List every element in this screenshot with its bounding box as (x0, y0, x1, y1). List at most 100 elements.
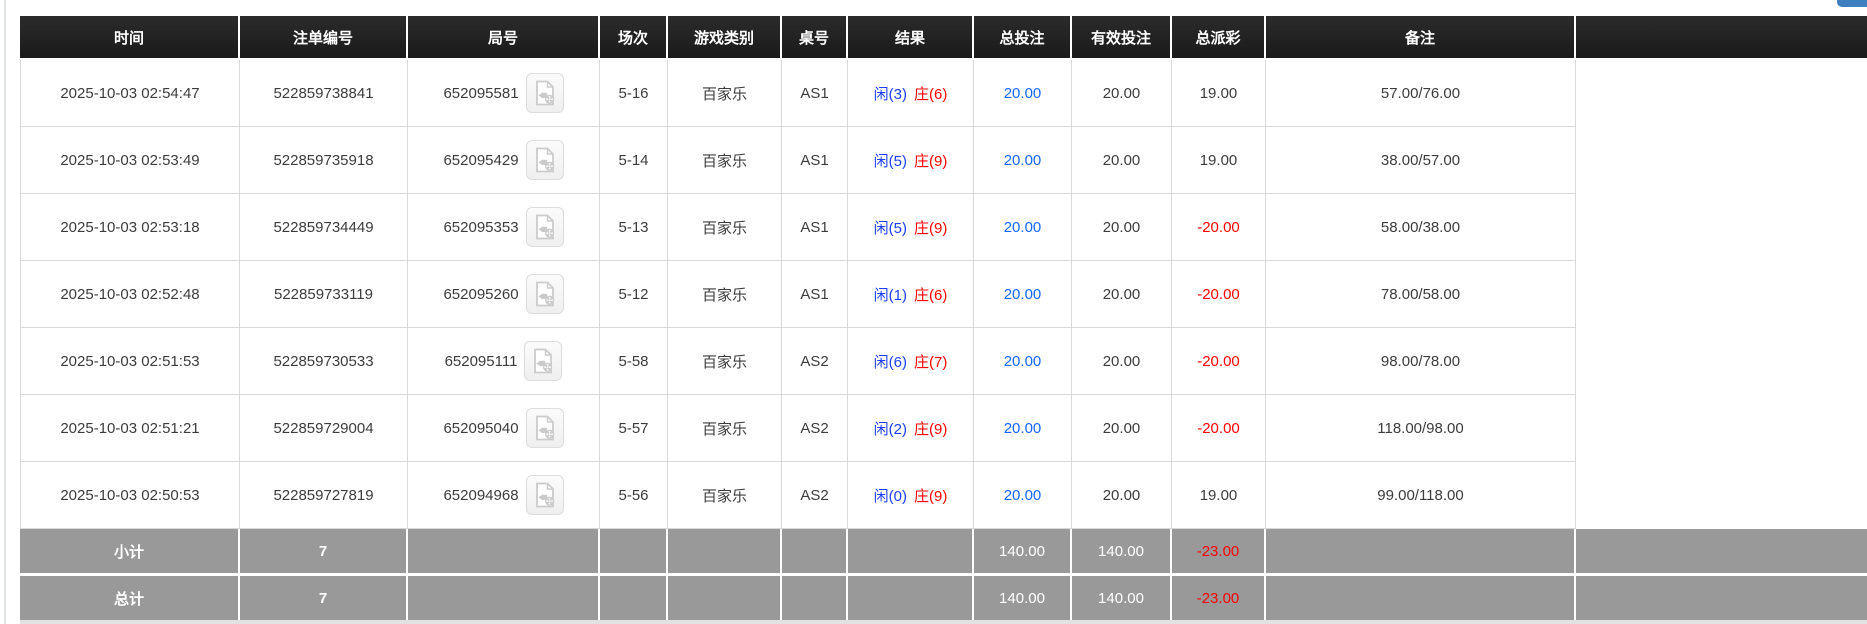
subtotal-empty (600, 529, 668, 576)
valid-bet-cell: 20.00 (1072, 328, 1172, 395)
total-payout-cell: 19.00 (1172, 127, 1266, 194)
video-replay-button[interactable] (525, 274, 564, 314)
subtotal-row: 小计 7 140.00 140.00 -23.00 (20, 529, 1867, 576)
header-total-bet: 总投注 (974, 16, 1072, 60)
subtotal-valid-bet: 140.00 (1072, 529, 1172, 576)
valid-bet-cell: 20.00 (1072, 60, 1172, 127)
grand-total-empty (408, 576, 600, 620)
row-spacer (1576, 328, 1867, 395)
session-cell: 5-13 (600, 194, 668, 261)
video-replay-button[interactable] (525, 73, 564, 113)
result-player: 闲(1) (873, 286, 907, 304)
result-banker: 庄(9) (914, 152, 948, 170)
session-cell: 5-56 (600, 462, 668, 529)
time-cell: 2025-10-03 02:51:21 (20, 395, 240, 462)
header-table-no: 桌号 (782, 16, 848, 60)
time-cell: 2025-10-03 02:54:47 (20, 60, 240, 127)
row-spacer (1576, 261, 1867, 328)
round-id-text: 652095581 (443, 84, 519, 102)
result-player: 闲(5) (873, 219, 907, 237)
result-banker: 庄(6) (914, 85, 948, 103)
total-payout-cell: 19.00 (1172, 462, 1266, 529)
top-right-button-fragment[interactable] (1837, 0, 1867, 7)
round-id-text: 652095260 (443, 285, 519, 303)
total-bet-cell: 20.00 (974, 261, 1072, 328)
session-cell: 5-58 (600, 328, 668, 395)
bet-id-cell: 522859735918 (240, 127, 408, 194)
bet-id-cell: 522859727819 (240, 462, 408, 529)
round-id-cell: 652095040 (408, 395, 600, 462)
table-no-cell: AS2 (782, 328, 848, 395)
result-player: 闲(5) (873, 152, 907, 170)
session-cell: 5-57 (600, 395, 668, 462)
round-id-cell: 652095260 (408, 261, 600, 328)
remark-cell: 118.00/98.00 (1266, 395, 1576, 462)
round-id-cell: 652095111 (408, 328, 600, 395)
grand-total-empty (782, 576, 848, 620)
bet-id-cell: 522859730533 (240, 328, 408, 395)
result-player: 闲(6) (873, 353, 907, 371)
round-id-cell: 652095429 (408, 127, 600, 194)
bet-id-cell: 522859733119 (240, 261, 408, 328)
table-no-cell: AS2 (782, 395, 848, 462)
game-type-cell: 百家乐 (668, 127, 782, 194)
grand-total-row: 总计 7 140.00 140.00 -23.00 (20, 576, 1867, 620)
table-row: 2025-10-03 02:53:18 522859734449 6520953… (20, 194, 1867, 261)
session-cell: 5-12 (600, 261, 668, 328)
valid-bet-cell: 20.00 (1072, 462, 1172, 529)
round-id-text: 652094968 (443, 486, 519, 504)
total-payout-cell: -20.00 (1172, 194, 1266, 261)
header-bet-id: 注单编号 (240, 16, 408, 60)
result-player: 闲(0) (873, 487, 907, 505)
video-replay-button[interactable] (525, 140, 564, 180)
video-file-icon (535, 281, 554, 307)
table-row: 2025-10-03 02:51:21 522859729004 6520950… (20, 395, 1867, 462)
grand-total-empty (848, 576, 974, 620)
total-payout-cell: -20.00 (1172, 395, 1266, 462)
total-bet-cell: 20.00 (974, 328, 1072, 395)
subtotal-count: 7 (240, 529, 408, 576)
result-player: 闲(2) (873, 420, 907, 438)
session-cell: 5-16 (600, 60, 668, 127)
round-id-text: 652095111 (444, 352, 518, 370)
video-replay-button[interactable] (525, 475, 564, 515)
row-spacer (1576, 462, 1867, 529)
video-replay-button[interactable] (525, 408, 564, 448)
total-bet-cell: 20.00 (974, 194, 1072, 261)
row-spacer (1576, 395, 1867, 462)
table-row: 2025-10-03 02:52:48 522859733119 6520952… (20, 261, 1867, 328)
time-cell: 2025-10-03 02:51:53 (20, 328, 240, 395)
valid-bet-cell: 20.00 (1072, 194, 1172, 261)
time-cell: 2025-10-03 02:52:48 (20, 261, 240, 328)
subtotal-total-bet: 140.00 (974, 529, 1072, 576)
bet-id-cell: 522859729004 (240, 395, 408, 462)
video-replay-button[interactable] (524, 341, 563, 381)
round-id-text: 652095040 (443, 419, 519, 437)
bet-id-cell: 522859734449 (240, 194, 408, 261)
table-no-cell: AS1 (782, 127, 848, 194)
result-banker: 庄(9) (914, 219, 948, 237)
remark-cell: 99.00/118.00 (1266, 462, 1576, 529)
total-bet-cell: 20.00 (974, 127, 1072, 194)
remark-cell: 38.00/57.00 (1266, 127, 1576, 194)
video-file-icon (535, 482, 554, 508)
video-replay-button[interactable] (525, 207, 564, 247)
subtotal-empty (668, 529, 782, 576)
subtotal-empty (1266, 529, 1576, 576)
grand-total-spacer (1576, 576, 1867, 620)
header-round-id: 局号 (408, 16, 600, 60)
subtotal-label: 小计 (20, 529, 240, 576)
remark-cell: 98.00/78.00 (1266, 328, 1576, 395)
game-type-cell: 百家乐 (668, 194, 782, 261)
table-no-cell: AS1 (782, 261, 848, 328)
valid-bet-cell: 20.00 (1072, 395, 1172, 462)
total-bet-cell: 20.00 (974, 395, 1072, 462)
row-spacer (1576, 194, 1867, 261)
time-cell: 2025-10-03 02:53:18 (20, 194, 240, 261)
subtotal-spacer (1576, 529, 1867, 576)
video-file-icon (535, 214, 554, 240)
subtotal-empty (782, 529, 848, 576)
table-row: 2025-10-03 02:54:47 522859738841 6520955… (20, 60, 1867, 127)
round-id-cell: 652094968 (408, 462, 600, 529)
video-file-icon (535, 80, 554, 106)
